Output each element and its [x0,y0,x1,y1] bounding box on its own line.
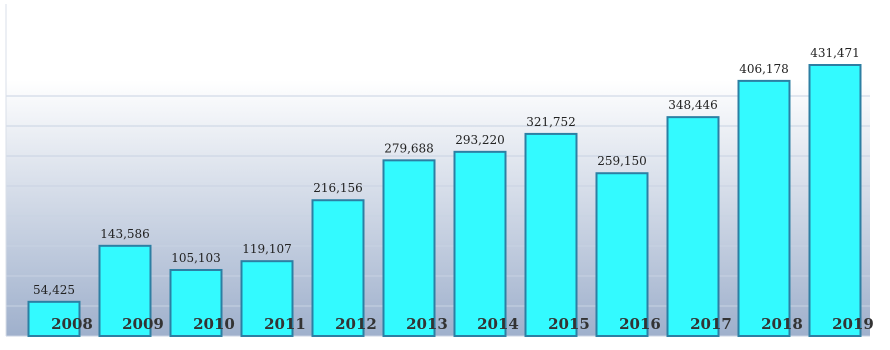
category-label-2010: 2010 [193,315,235,333]
data-label-2018: 406,178 [739,62,789,76]
category-label-2014: 2014 [477,315,519,333]
bar-2012 [311,199,365,337]
data-label-2016: 259,150 [597,154,647,168]
data-label-2019: 431,471 [810,46,860,60]
category-label-2011: 2011 [264,315,306,333]
category-label-2015: 2015 [548,315,590,333]
data-label-2015: 321,752 [526,115,576,129]
category-label-2018: 2018 [761,315,803,333]
bar-2014 [453,150,507,337]
bar-2017 [666,116,720,337]
category-label-2008: 2008 [51,315,93,333]
data-label-2010: 105,103 [171,251,221,265]
category-label-2017: 2017 [690,315,732,333]
category-label-2016: 2016 [619,315,661,333]
bar-2016 [595,172,649,337]
bar-2009 [98,244,152,338]
data-label-2008: 54,425 [33,283,75,297]
data-labels: 54,425 143,586 105,103 119,107 216,156 279,68… [33,46,860,297]
bar-2015 [524,132,578,337]
data-label-2012: 216,156 [313,181,363,195]
category-labels: 2008 2009 2010 2011 2012 2013 2014 2015 2016 2017… [51,315,874,333]
bar-2010 [169,268,223,337]
category-label-2009: 2009 [122,315,164,333]
data-label-2017: 348,446 [668,98,718,112]
category-label-2013: 2013 [406,315,448,333]
data-label-2013: 279,688 [384,141,434,155]
data-label-2011: 119,107 [242,242,292,256]
bar-2019 [808,64,862,337]
category-label-2019: 2019 [832,315,874,333]
bar-2013 [382,159,436,337]
bars [27,64,862,338]
data-label-2009: 143,586 [100,227,150,241]
bar-2011 [240,260,294,337]
data-label-2014: 293,220 [455,133,505,147]
category-label-2012: 2012 [335,315,377,333]
bar-2008 [27,300,81,337]
bar-2018 [737,79,791,337]
